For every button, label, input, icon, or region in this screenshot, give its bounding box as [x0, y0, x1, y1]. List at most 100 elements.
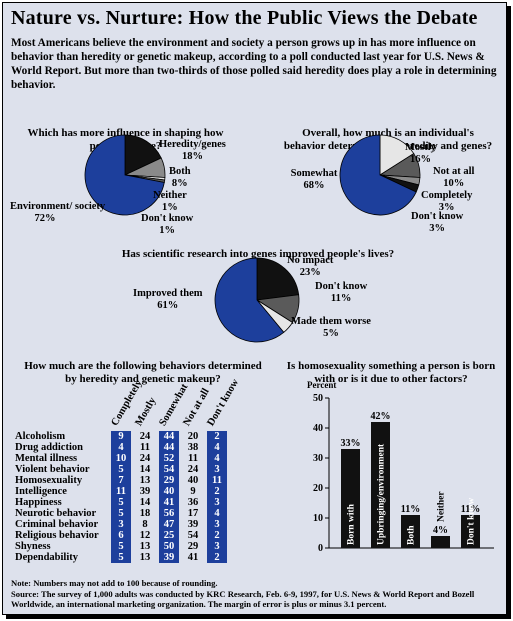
cell-don-t-know: 4 — [207, 508, 227, 519]
pie3-label-worse: Made them worse 5% — [291, 316, 371, 339]
cell-mostly: 13 — [139, 552, 151, 563]
table-row: Violent behavior 5 14 54 24 3 — [15, 464, 227, 475]
bar-don-t-know — [461, 515, 480, 548]
cell-completely: 10 — [111, 453, 131, 464]
y-tick-label: 50 — [313, 393, 323, 404]
cell-completely: 7 — [111, 475, 131, 486]
cell-completely: 9 — [111, 431, 131, 442]
bar-chart: Percent 0 10 20 30 40 50 33% Born with 42% Upbring… — [307, 380, 494, 554]
cell-don-t-know: 3 — [207, 541, 227, 552]
bar-category-label: Born with — [347, 503, 357, 545]
cell-mostly: 39 — [139, 486, 151, 497]
cell-mostly: 18 — [139, 508, 151, 519]
bar-upbringing-environment — [371, 422, 390, 548]
cell-don-t-know: 3 — [207, 519, 227, 530]
pie1-label-heredity: Heredity/genes 18% — [159, 139, 226, 162]
pie2-label-dontknow: Don't know 3% — [411, 211, 464, 234]
infographic: Nature vs. Nurture: How the Public Views… — [2, 2, 507, 615]
pie3-label-dontknow: Don't know 11% — [315, 281, 368, 304]
bar-value-label: 4% — [433, 525, 448, 536]
cell-somewhat: 50 — [159, 541, 179, 552]
pie2-label-completely: Completely 3% — [421, 190, 473, 213]
cell-somewhat: 29 — [159, 475, 179, 486]
cell-completely: 6 — [111, 530, 131, 541]
table-row: Religious behavior 6 12 25 54 2 — [15, 530, 227, 541]
table-row: Mental illness 10 24 52 11 4 — [15, 453, 227, 464]
cell-don-t-know: 2 — [207, 530, 227, 541]
y-tick-label: 0 — [318, 543, 323, 554]
row-label: Mental illness — [15, 453, 78, 464]
pie1-label-dontknow: Don't know 1% — [141, 213, 194, 236]
cell-mostly: 24 — [139, 431, 151, 442]
table-row: Homosexuality 7 13 29 40 11 — [15, 475, 227, 486]
cell-don-t-know: 4 — [207, 453, 227, 464]
pie1-label-both: Both 8% — [169, 166, 191, 189]
cell-not-at-all: 24 — [187, 464, 199, 475]
pie2-slice-somewhat — [339, 134, 417, 216]
table-row: Shyness 5 13 50 29 3 — [15, 541, 227, 552]
bar-question: Is homosexuality something a person is b… — [286, 360, 496, 385]
cell-don-t-know: 3 — [207, 464, 227, 475]
row-label: Neurotic behavior — [15, 508, 97, 519]
cell-not-at-all: 29 — [187, 541, 199, 552]
y-axis-label: Percent — [307, 380, 336, 390]
source-note: Source: The survey of 1,000 adults was c… — [11, 588, 475, 610]
pie1-label-neither: Neither 1% — [153, 190, 187, 213]
cell-don-t-know: 4 — [207, 442, 227, 453]
pie1-slice-heredity-genes — [124, 134, 162, 176]
pie1-chart — [84, 134, 166, 216]
cell-not-at-all: 9 — [190, 486, 196, 497]
cell-completely: 5 — [111, 464, 131, 475]
cell-not-at-all: 40 — [187, 475, 199, 486]
pie3-chart — [214, 257, 300, 343]
pie2-label-somewhat: Somewhat 68% — [290, 168, 338, 191]
cell-don-t-know: 2 — [207, 431, 227, 442]
cell-mostly: 24 — [139, 453, 151, 464]
row-label: Shyness — [15, 541, 51, 552]
bar-category-label: Both — [407, 525, 417, 545]
cell-somewhat: 47 — [159, 519, 179, 530]
bar-category-label: Neither — [437, 491, 447, 522]
cell-somewhat: 39 — [159, 552, 179, 563]
bar-value-label: 11% — [401, 504, 420, 515]
pie2-label-notatall: Not at all 10% — [433, 166, 475, 189]
y-tick-label: 20 — [313, 483, 323, 494]
bar-value-label: 11% — [461, 504, 480, 515]
cell-not-at-all: 20 — [187, 431, 199, 442]
row-label: Happiness — [15, 497, 62, 508]
cell-not-at-all: 17 — [187, 508, 199, 519]
cell-somewhat: 54 — [159, 464, 179, 475]
pie3-slice-no-impact — [256, 257, 300, 301]
cell-mostly: 12 — [139, 530, 151, 541]
pie1-label-environment: Environment/ society 72% — [10, 201, 106, 224]
row-label: Intelligence — [15, 486, 67, 497]
cell-mostly: 14 — [139, 464, 151, 475]
pie1-slice-environment-society — [84, 134, 165, 216]
y-tick-label: 10 — [313, 513, 323, 524]
cell-somewhat: 25 — [159, 530, 179, 541]
y-tick-label: 30 — [313, 453, 323, 464]
bar-born-with — [341, 449, 360, 548]
cell-somewhat: 40 — [159, 486, 179, 497]
table-row: Intelligence 11 39 40 9 2 — [15, 486, 227, 497]
cell-somewhat: 56 — [159, 508, 179, 519]
y-tick-label: 40 — [313, 423, 323, 434]
cell-not-at-all: 41 — [187, 552, 199, 563]
cell-completely: 4 — [111, 442, 131, 453]
bar-both — [401, 515, 420, 548]
cell-completely: 5 — [111, 541, 131, 552]
row-label: Alcoholism — [15, 431, 66, 442]
cell-mostly: 13 — [139, 475, 151, 486]
cell-not-at-all: 54 — [187, 530, 199, 541]
cell-completely: 11 — [111, 486, 131, 497]
bar-neither — [431, 536, 450, 548]
table-row: Neurotic behavior 5 18 56 17 4 — [15, 508, 227, 519]
row-label: Homosexuality — [15, 475, 83, 486]
table-row: Happiness 5 14 41 36 3 — [15, 497, 227, 508]
row-label: Violent behavior — [15, 464, 90, 475]
table-row: Alcoholism 9 24 44 20 2 — [15, 431, 227, 442]
row-label: Drug addiction — [15, 442, 83, 453]
pie3-question: Has scientific research into genes impro… — [121, 248, 395, 260]
row-label: Criminal behavior — [15, 519, 99, 530]
cell-not-at-all: 38 — [187, 442, 199, 453]
